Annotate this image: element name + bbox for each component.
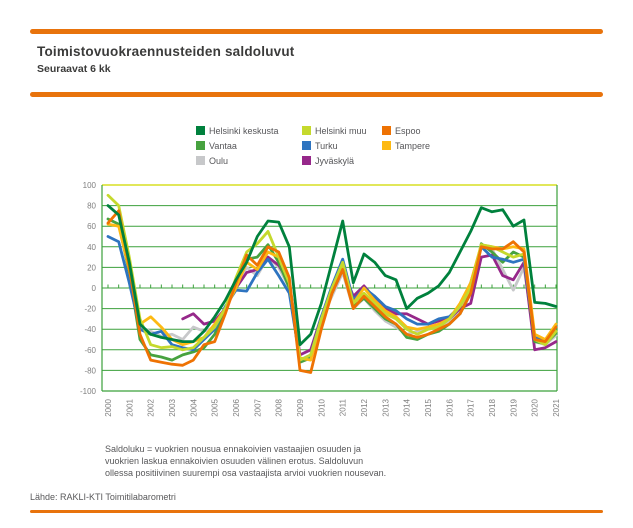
x-axis-tick-label: 2013: [381, 398, 390, 416]
legend-swatch: [302, 126, 311, 135]
legend-swatch: [196, 126, 205, 135]
bottom-divider: [30, 510, 603, 513]
page-subtitle: Seuraavat 6 kk: [37, 63, 111, 75]
x-axis-tick-label: 2000: [104, 398, 113, 416]
x-axis-tick-label: 2019: [509, 398, 518, 416]
series-line-espoo: [106, 209, 558, 374]
x-axis-tick-label: 2006: [232, 398, 241, 416]
x-axis-tick-label: 2008: [275, 398, 284, 416]
legend-item-oulu: Oulu: [196, 153, 300, 168]
y-axis-tick-label: -20: [84, 305, 96, 314]
chart-caption: Saldoluku = vuokrien nousua ennakoivien …: [105, 444, 387, 479]
y-axis-tick-label: -60: [84, 346, 96, 355]
legend-label: Vantaa: [209, 140, 237, 151]
y-axis-tick-label: 60: [87, 222, 96, 231]
x-axis-tick-label: 2004: [189, 398, 198, 416]
x-axis-tick-label: 2007: [253, 398, 262, 416]
legend-label: Oulu: [209, 155, 229, 166]
legend-item-helsinki-keskusta: Helsinki keskusta: [196, 123, 300, 138]
legend-swatch: [382, 126, 391, 135]
legend-label: Helsinki muu: [315, 125, 367, 136]
chart-area: 100 80 60 40 20 0 -20 -40 -60 -80 -100 2000 2001 2002…: [75, 178, 567, 432]
legend-item-tampere: Tampere: [382, 138, 454, 153]
x-axis-tick-label: 2009: [296, 398, 305, 416]
legend-label: Espoo: [395, 125, 421, 136]
x-axis-tick-label: 2015: [424, 398, 433, 416]
y-axis-tick-label: -80: [84, 366, 96, 375]
legend-swatch: [302, 141, 311, 150]
y-axis-tick-label: 40: [87, 243, 96, 252]
legend-swatch: [302, 156, 311, 165]
legend-swatch: [196, 141, 205, 150]
legend-label: Jyväskylä: [315, 155, 355, 166]
series-line-helsinki-muu: [106, 193, 558, 362]
header-divider: [30, 92, 603, 97]
legend-swatch: [196, 156, 205, 165]
x-axis-tick-label: 2012: [360, 398, 369, 416]
x-axis-tick-label: 2014: [403, 398, 412, 416]
y-axis-tick-label: -40: [84, 325, 96, 334]
legend-label: Tampere: [395, 140, 431, 151]
saldo-line-chart: 100 80 60 40 20 0 -20 -40 -60 -80 -100 2000 2001 2002…: [80, 181, 561, 417]
x-axis-tick-label: 2005: [211, 398, 220, 416]
legend-item-jyv-skyl-: Jyväskylä: [302, 153, 380, 168]
x-axis-tick-label: 2010: [317, 398, 326, 416]
legend-item-vantaa: Vantaa: [196, 138, 300, 153]
page-title: Toimistovuokraennusteiden saldoluvut: [37, 44, 295, 59]
x-axis-tick-label: 2017: [467, 398, 476, 416]
x-axis-tick-label: 2020: [531, 398, 540, 416]
legend-item-turku: Turku: [302, 138, 380, 153]
y-axis-tick-label: -100: [80, 387, 97, 396]
x-axis-tick-label: 2018: [488, 398, 497, 416]
chart-legend: Helsinki keskusta Helsinki muu Espoo Vantaa…: [196, 123, 454, 168]
y-axis-tick-label: 80: [87, 202, 96, 211]
x-axis-tick-label: 2001: [125, 398, 134, 416]
source-note: Lähde: RAKLI-KTI Toimitilabarometri: [30, 492, 176, 502]
x-axis-tick-label: 2003: [168, 398, 177, 416]
y-axis-tick-label: 20: [87, 263, 96, 272]
x-axis-tick-label: 2021: [552, 398, 561, 416]
y-axis-tick-label: 100: [83, 181, 97, 190]
x-axis-tick-label: 2016: [445, 398, 454, 416]
top-divider: [30, 29, 603, 34]
series-line-helsinki-keskusta: [106, 204, 558, 347]
x-axis-tick-label: 2002: [147, 398, 156, 416]
legend-swatch: [382, 141, 391, 150]
legend-label: Turku: [315, 140, 338, 151]
x-axis-tick-label: 2011: [339, 398, 348, 416]
legend-item-espoo: Espoo: [382, 123, 454, 138]
y-axis-tick-label: 0: [92, 284, 97, 293]
legend-label: Helsinki keskusta: [209, 125, 279, 136]
legend-item-helsinki-muu: Helsinki muu: [302, 123, 380, 138]
